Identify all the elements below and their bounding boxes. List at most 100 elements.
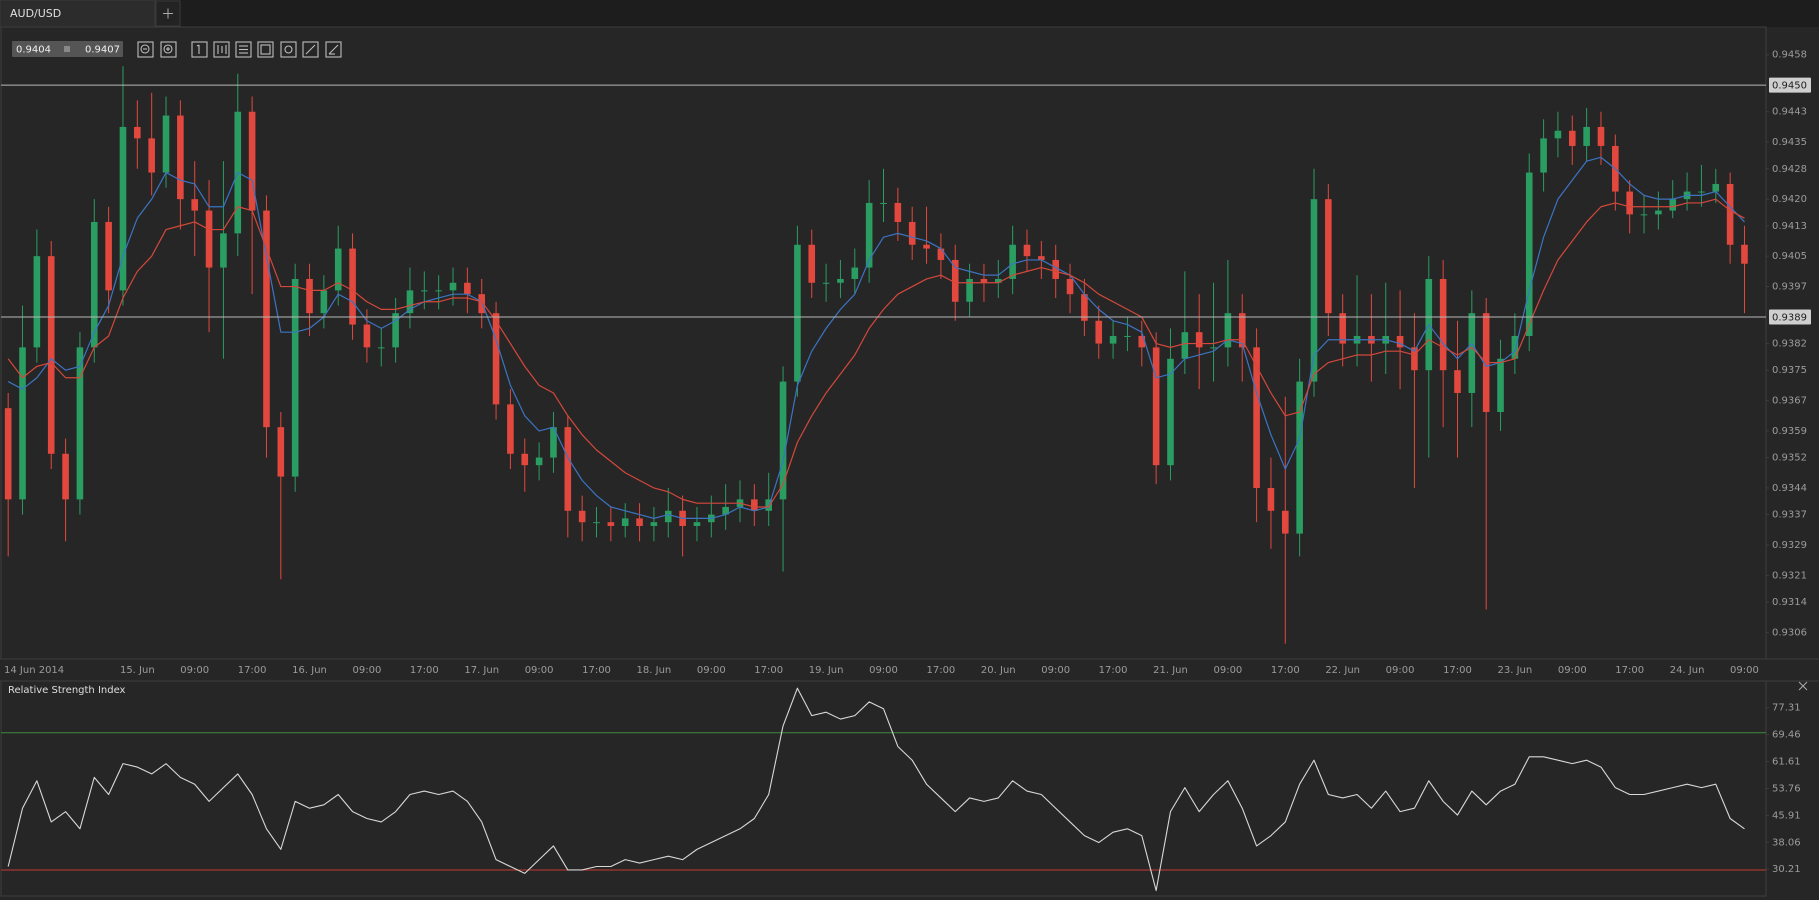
candle-body <box>248 111 256 211</box>
x-tick-label: 09:00 <box>353 665 382 676</box>
y-tick-label: 53.76 <box>1772 783 1801 794</box>
y-tick-label: 0.9397 <box>1772 282 1807 293</box>
x-tick-label: 09:00 <box>1730 665 1759 676</box>
y-tick-label: 0.9375 <box>1772 365 1807 376</box>
candle-body <box>1554 130 1562 139</box>
candle-body <box>636 518 643 526</box>
candle-body <box>4 408 12 500</box>
candle-body <box>564 427 572 511</box>
x-tick-label: 09:00 <box>869 665 898 676</box>
candle-body <box>363 324 371 348</box>
candle-body <box>1712 183 1720 192</box>
candle-body <box>1511 335 1519 359</box>
y-tick-label: 0.9306 <box>1772 627 1807 638</box>
candle-body <box>1741 244 1748 264</box>
x-tick-label: 14 Jun 2014 <box>4 665 64 676</box>
candle-body <box>521 453 529 466</box>
indicators-button[interactable] <box>235 41 252 58</box>
candle-body <box>1224 313 1232 348</box>
close-rsi-button[interactable] <box>1798 681 1808 691</box>
candle-body <box>76 347 84 500</box>
price-level-badge <box>1769 309 1811 325</box>
candle-body <box>392 313 399 348</box>
candle-body <box>19 347 26 500</box>
candle-body <box>191 199 199 211</box>
price-level-label: 0.9389 <box>1772 312 1807 323</box>
toolbar <box>137 41 342 58</box>
candle-body <box>435 290 442 292</box>
candle-body <box>421 290 428 292</box>
x-tick-label: 17:00 <box>754 665 783 676</box>
candle-body <box>1267 487 1275 511</box>
candle-body <box>794 244 801 382</box>
x-tick-label: 16. Jun <box>292 665 327 676</box>
template-button[interactable] <box>280 41 297 58</box>
candle-body <box>966 278 973 302</box>
candle-body <box>722 506 729 515</box>
y-tick-label: 0.9359 <box>1772 426 1807 437</box>
candle-body <box>1210 347 1217 349</box>
candle-body <box>751 499 758 511</box>
candle-body <box>1583 126 1590 146</box>
x-tick-label: 09:00 <box>525 665 554 676</box>
candle-body <box>1568 130 1576 146</box>
candle-body <box>1726 183 1734 245</box>
y-tick-label: 0.9367 <box>1772 396 1807 407</box>
candle-body <box>865 202 873 268</box>
tab[interactable] <box>0 0 156 28</box>
ask-price: 0.9407 <box>85 45 120 56</box>
candle-body <box>923 244 930 249</box>
candle-body <box>1597 126 1605 146</box>
candle-body <box>1124 335 1131 337</box>
candle-body <box>62 453 69 500</box>
candle-body <box>1081 294 1088 321</box>
candle-body <box>980 278 988 283</box>
x-tick-label: 17:00 <box>238 665 267 676</box>
x-tick-label: 09:00 <box>1558 665 1587 676</box>
candle-body <box>779 381 787 500</box>
candle-body <box>837 278 844 283</box>
candle-body <box>908 221 916 245</box>
y-tick-label: 0.9435 <box>1772 137 1807 148</box>
candle-body <box>607 522 615 526</box>
candle-body <box>449 282 457 291</box>
candle-body <box>994 278 1002 283</box>
y-tick-label: 69.46 <box>1772 730 1801 741</box>
candle-body <box>535 457 543 466</box>
candle-body <box>880 202 887 204</box>
candle-body <box>937 248 945 260</box>
candle-body <box>162 115 170 173</box>
add-tab-button[interactable] <box>155 0 181 27</box>
candle-body <box>507 404 514 454</box>
x-tick-label: 24. Jun <box>1670 665 1705 676</box>
x-tick-label: 17. Jun <box>464 665 499 676</box>
candle-body <box>134 126 141 139</box>
candle-body <box>464 282 471 295</box>
candle-body <box>291 278 299 477</box>
zoom-out-button[interactable] <box>137 41 154 58</box>
x-tick-label: 19. Jun <box>809 665 844 676</box>
draw-button[interactable] <box>325 41 342 58</box>
y-tick-label: 0.9382 <box>1772 339 1807 350</box>
edit-button[interactable] <box>302 41 319 58</box>
candle-body <box>277 427 285 477</box>
candle-body <box>1411 347 1418 371</box>
rsi-title: Relative Strength Index <box>8 685 126 696</box>
x-tick-label: 09:00 <box>180 665 209 676</box>
candle-body <box>822 282 830 284</box>
y-tick-label: 0.9352 <box>1772 453 1807 464</box>
x-tick-label: 17:00 <box>926 665 955 676</box>
y-tick-label: 0.9344 <box>1772 483 1807 494</box>
x-tick-label: 09:00 <box>697 665 726 676</box>
timeframe-button[interactable] <box>191 41 208 58</box>
x-tick-label: 15. Jun <box>120 665 155 676</box>
candle-body <box>33 256 41 348</box>
chart-type-button[interactable] <box>213 41 230 58</box>
candle-body <box>1396 335 1404 348</box>
zoom-in-button[interactable] <box>160 41 177 58</box>
snapshot-button[interactable] <box>257 41 274 58</box>
x-tick-label: 09:00 <box>1386 665 1415 676</box>
y-tick-label: 0.9428 <box>1772 164 1807 175</box>
x-tick-label: 17:00 <box>1615 665 1644 676</box>
